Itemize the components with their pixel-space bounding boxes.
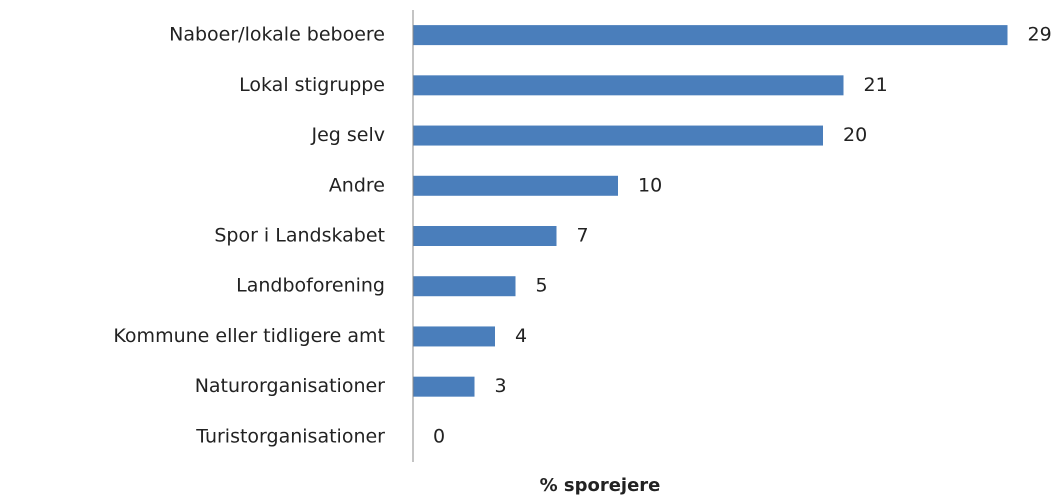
- data-label: 5: [536, 275, 548, 297]
- data-label: 20: [843, 124, 867, 146]
- data-label: 21: [864, 74, 888, 96]
- y-tick-label: Spor i Landskabet: [214, 225, 385, 247]
- y-tick-label: Andre: [329, 174, 385, 196]
- y-tick-label: Landboforening: [236, 275, 385, 297]
- data-label: 7: [577, 225, 589, 247]
- bar: [413, 75, 844, 96]
- bar: [413, 326, 495, 347]
- y-tick-label: Naboer/lokale beboere: [169, 24, 385, 46]
- bar: [413, 175, 618, 196]
- data-label: 3: [495, 375, 507, 397]
- bar: [413, 376, 475, 397]
- bar: [413, 226, 557, 246]
- data-label: 10: [638, 174, 662, 196]
- y-tick-label: Naturorganisationer: [195, 375, 385, 397]
- x-axis-title: % sporejere: [540, 475, 661, 496]
- data-label: 29: [1028, 24, 1052, 46]
- bar: [413, 25, 1008, 46]
- bar: [413, 125, 823, 146]
- y-tick-label: Turistorganisationer: [195, 425, 385, 447]
- y-tick-label: Lokal stigruppe: [239, 74, 385, 96]
- data-label: 0: [433, 425, 445, 447]
- data-label: 4: [515, 325, 527, 347]
- y-tick-label: Kommune eller tidligere amt: [113, 325, 385, 347]
- y-tick-label: Jeg selv: [310, 124, 385, 146]
- bar: [413, 276, 516, 297]
